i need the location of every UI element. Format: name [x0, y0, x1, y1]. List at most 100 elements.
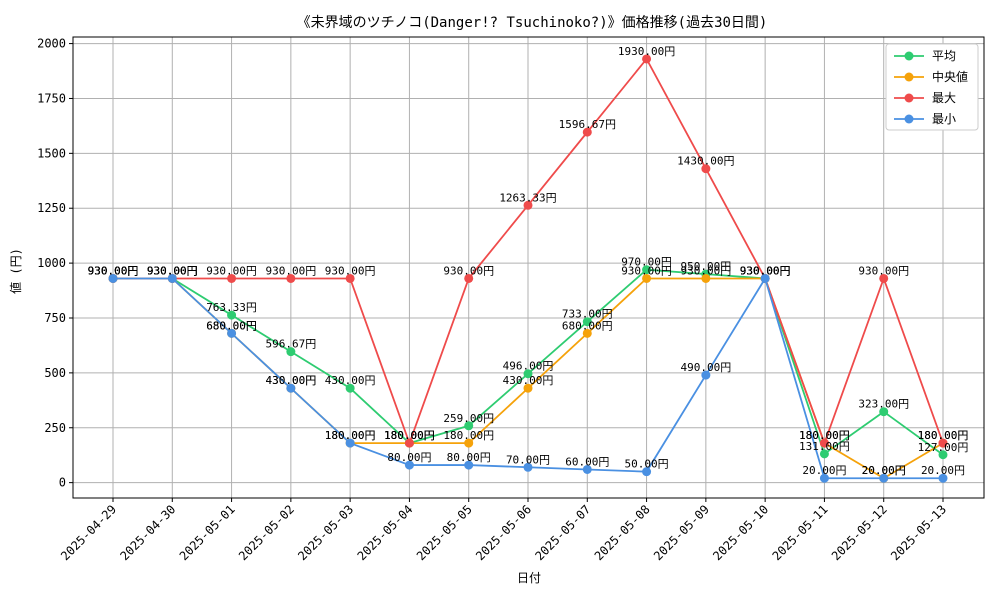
data-label-3-10: 490.00円 [680, 361, 731, 374]
x-tick-label-2025-05-05: 2025-05-05 [414, 502, 475, 563]
data-label-1-9: 930.00円 [621, 264, 672, 277]
data-label-0-3: 596.67円 [265, 338, 316, 351]
y-axis: 0 250 500 750 1000 1250 1500 1750 2000 [37, 37, 73, 490]
data-label-0-13: 323.00円 [858, 398, 909, 411]
y-tick-label-750: 750 [44, 311, 66, 325]
point-2-6 [464, 273, 474, 283]
point-0-7 [523, 369, 533, 379]
data-label-2-7: 1263.33円 [499, 191, 556, 204]
data-label-0-6: 259.00円 [443, 412, 494, 425]
point-3-11 [760, 273, 770, 283]
data-label-1-4: 180.00円 [325, 429, 376, 442]
point-3-3 [286, 383, 296, 393]
data-label-3-13: 20.00円 [862, 464, 906, 477]
data-label-2-1: 930.00円 [147, 264, 198, 277]
data-label-2-6: 930.00円 [443, 264, 494, 277]
y-axis-label: 値 (円) [8, 248, 23, 294]
legend-label-2: 最大 [932, 91, 956, 105]
y-tick-label-2000: 2000 [37, 37, 66, 51]
data-label-2-13: 930.00円 [858, 264, 909, 277]
point-3-14 [938, 473, 948, 483]
data-label-0-4: 430.00円 [325, 374, 376, 387]
point-0-14 [938, 450, 948, 460]
data-label-0-10: 950.00円 [680, 260, 731, 273]
series-layer [108, 54, 948, 483]
x-tick-label-2025-05-11: 2025-05-11 [770, 502, 831, 563]
point-2-14 [938, 438, 948, 448]
data-label-3-2: 680.00円 [206, 319, 257, 332]
data-label-2-9: 1930.00円 [618, 45, 675, 58]
point-0-13 [879, 407, 889, 417]
data-label-1-11: 930.00円 [740, 264, 791, 277]
series-3 [108, 273, 948, 483]
legend-item-1: 中央値 [894, 69, 968, 84]
data-label-2-12: 180.00円 [799, 429, 850, 442]
point-3-2 [227, 328, 237, 338]
point-2-5 [404, 438, 414, 448]
data-label-1-10: 930.00円 [680, 264, 731, 277]
data-label-3-5: 80.00円 [387, 451, 431, 464]
point-0-8 [582, 317, 592, 327]
data-label-2-5: 180.00円 [384, 429, 435, 442]
y-tick-label-250: 250 [44, 421, 66, 435]
point-0-12 [819, 449, 829, 459]
chart-title: 《未界域のツチノコ(Danger!? Tsuchinoko?)》価格推移(過去3… [297, 15, 768, 31]
x-tick-label-2025-05-10: 2025-05-10 [710, 502, 771, 563]
x-tick-label-2025-05-03: 2025-05-03 [295, 502, 356, 563]
x-tick-label-2025-05-01: 2025-05-01 [177, 502, 238, 563]
point-0-4 [345, 383, 355, 393]
data-label-3-9: 50.00円 [625, 458, 669, 471]
legend-swatch-marker-2 [904, 93, 914, 103]
legend-label-0: 平均 [932, 49, 956, 63]
data-label-1-0: 930.00円 [88, 264, 139, 277]
point-2-12 [819, 438, 829, 448]
data-label-1-2: 680.00円 [206, 319, 257, 332]
data-label-3-7: 70.00円 [506, 453, 550, 466]
data-label-0-11: 930.00円 [740, 264, 791, 277]
data-label-3-12: 20.00円 [802, 464, 846, 477]
data-label-3-1: 930.00円 [147, 264, 198, 277]
point-3-13 [879, 473, 889, 483]
point-2-10 [701, 164, 711, 174]
point-2-8 [582, 127, 592, 137]
data-label-2-0: 930.00円 [88, 264, 139, 277]
data-label-3-3: 430.00円 [265, 374, 316, 387]
data-label-1-12: 180.00円 [799, 429, 850, 442]
data-label-2-14: 180.00円 [918, 429, 969, 442]
y-tick-label-500: 500 [44, 366, 66, 380]
x-tick-label-2025-05-12: 2025-05-12 [829, 502, 890, 563]
data-label-2-11: 930.00円 [740, 264, 791, 277]
data-label-2-3: 930.00円 [265, 264, 316, 277]
point-2-13 [879, 273, 889, 283]
data-label-0-9: 970.00円 [621, 256, 672, 269]
data-label-1-3: 430.00円 [265, 374, 316, 387]
point-0-2 [227, 310, 237, 320]
x-tick-label-2025-05-02: 2025-05-02 [236, 502, 297, 563]
x-axis-label: 日付 [517, 571, 541, 585]
point-3-5 [404, 460, 414, 470]
point-2-4 [345, 273, 355, 283]
legend-swatch-marker-3 [904, 114, 914, 124]
point-3-7 [523, 462, 533, 472]
data-label-1-13: 20.00円 [862, 464, 906, 477]
point-0-3 [286, 347, 296, 357]
data-label-0-5: 180.00円 [384, 429, 435, 442]
data-label-1-14: 180.00円 [918, 429, 969, 442]
point-3-4 [345, 438, 355, 448]
point-2-3 [286, 273, 296, 283]
data-label-2-4: 930.00円 [325, 264, 376, 277]
x-tick-label-2025-05-04: 2025-05-04 [355, 502, 416, 563]
legend-label-3: 最小 [932, 112, 956, 126]
y-tick-label-1500: 1500 [37, 146, 66, 160]
data-label-0-14: 127.00円 [918, 441, 969, 454]
x-tick-label-2025-05-08: 2025-05-08 [592, 502, 653, 563]
data-label-2-10: 1430.00円 [677, 155, 734, 168]
point-3-0 [108, 273, 118, 283]
data-label-3-0: 930.00円 [88, 264, 139, 277]
legend-item-0: 平均 [894, 49, 956, 63]
legend-item-2: 最大 [894, 91, 956, 105]
data-label-1-8: 680.00円 [562, 319, 613, 332]
point-3-8 [582, 464, 592, 474]
legend-swatch-marker-1 [904, 72, 914, 82]
